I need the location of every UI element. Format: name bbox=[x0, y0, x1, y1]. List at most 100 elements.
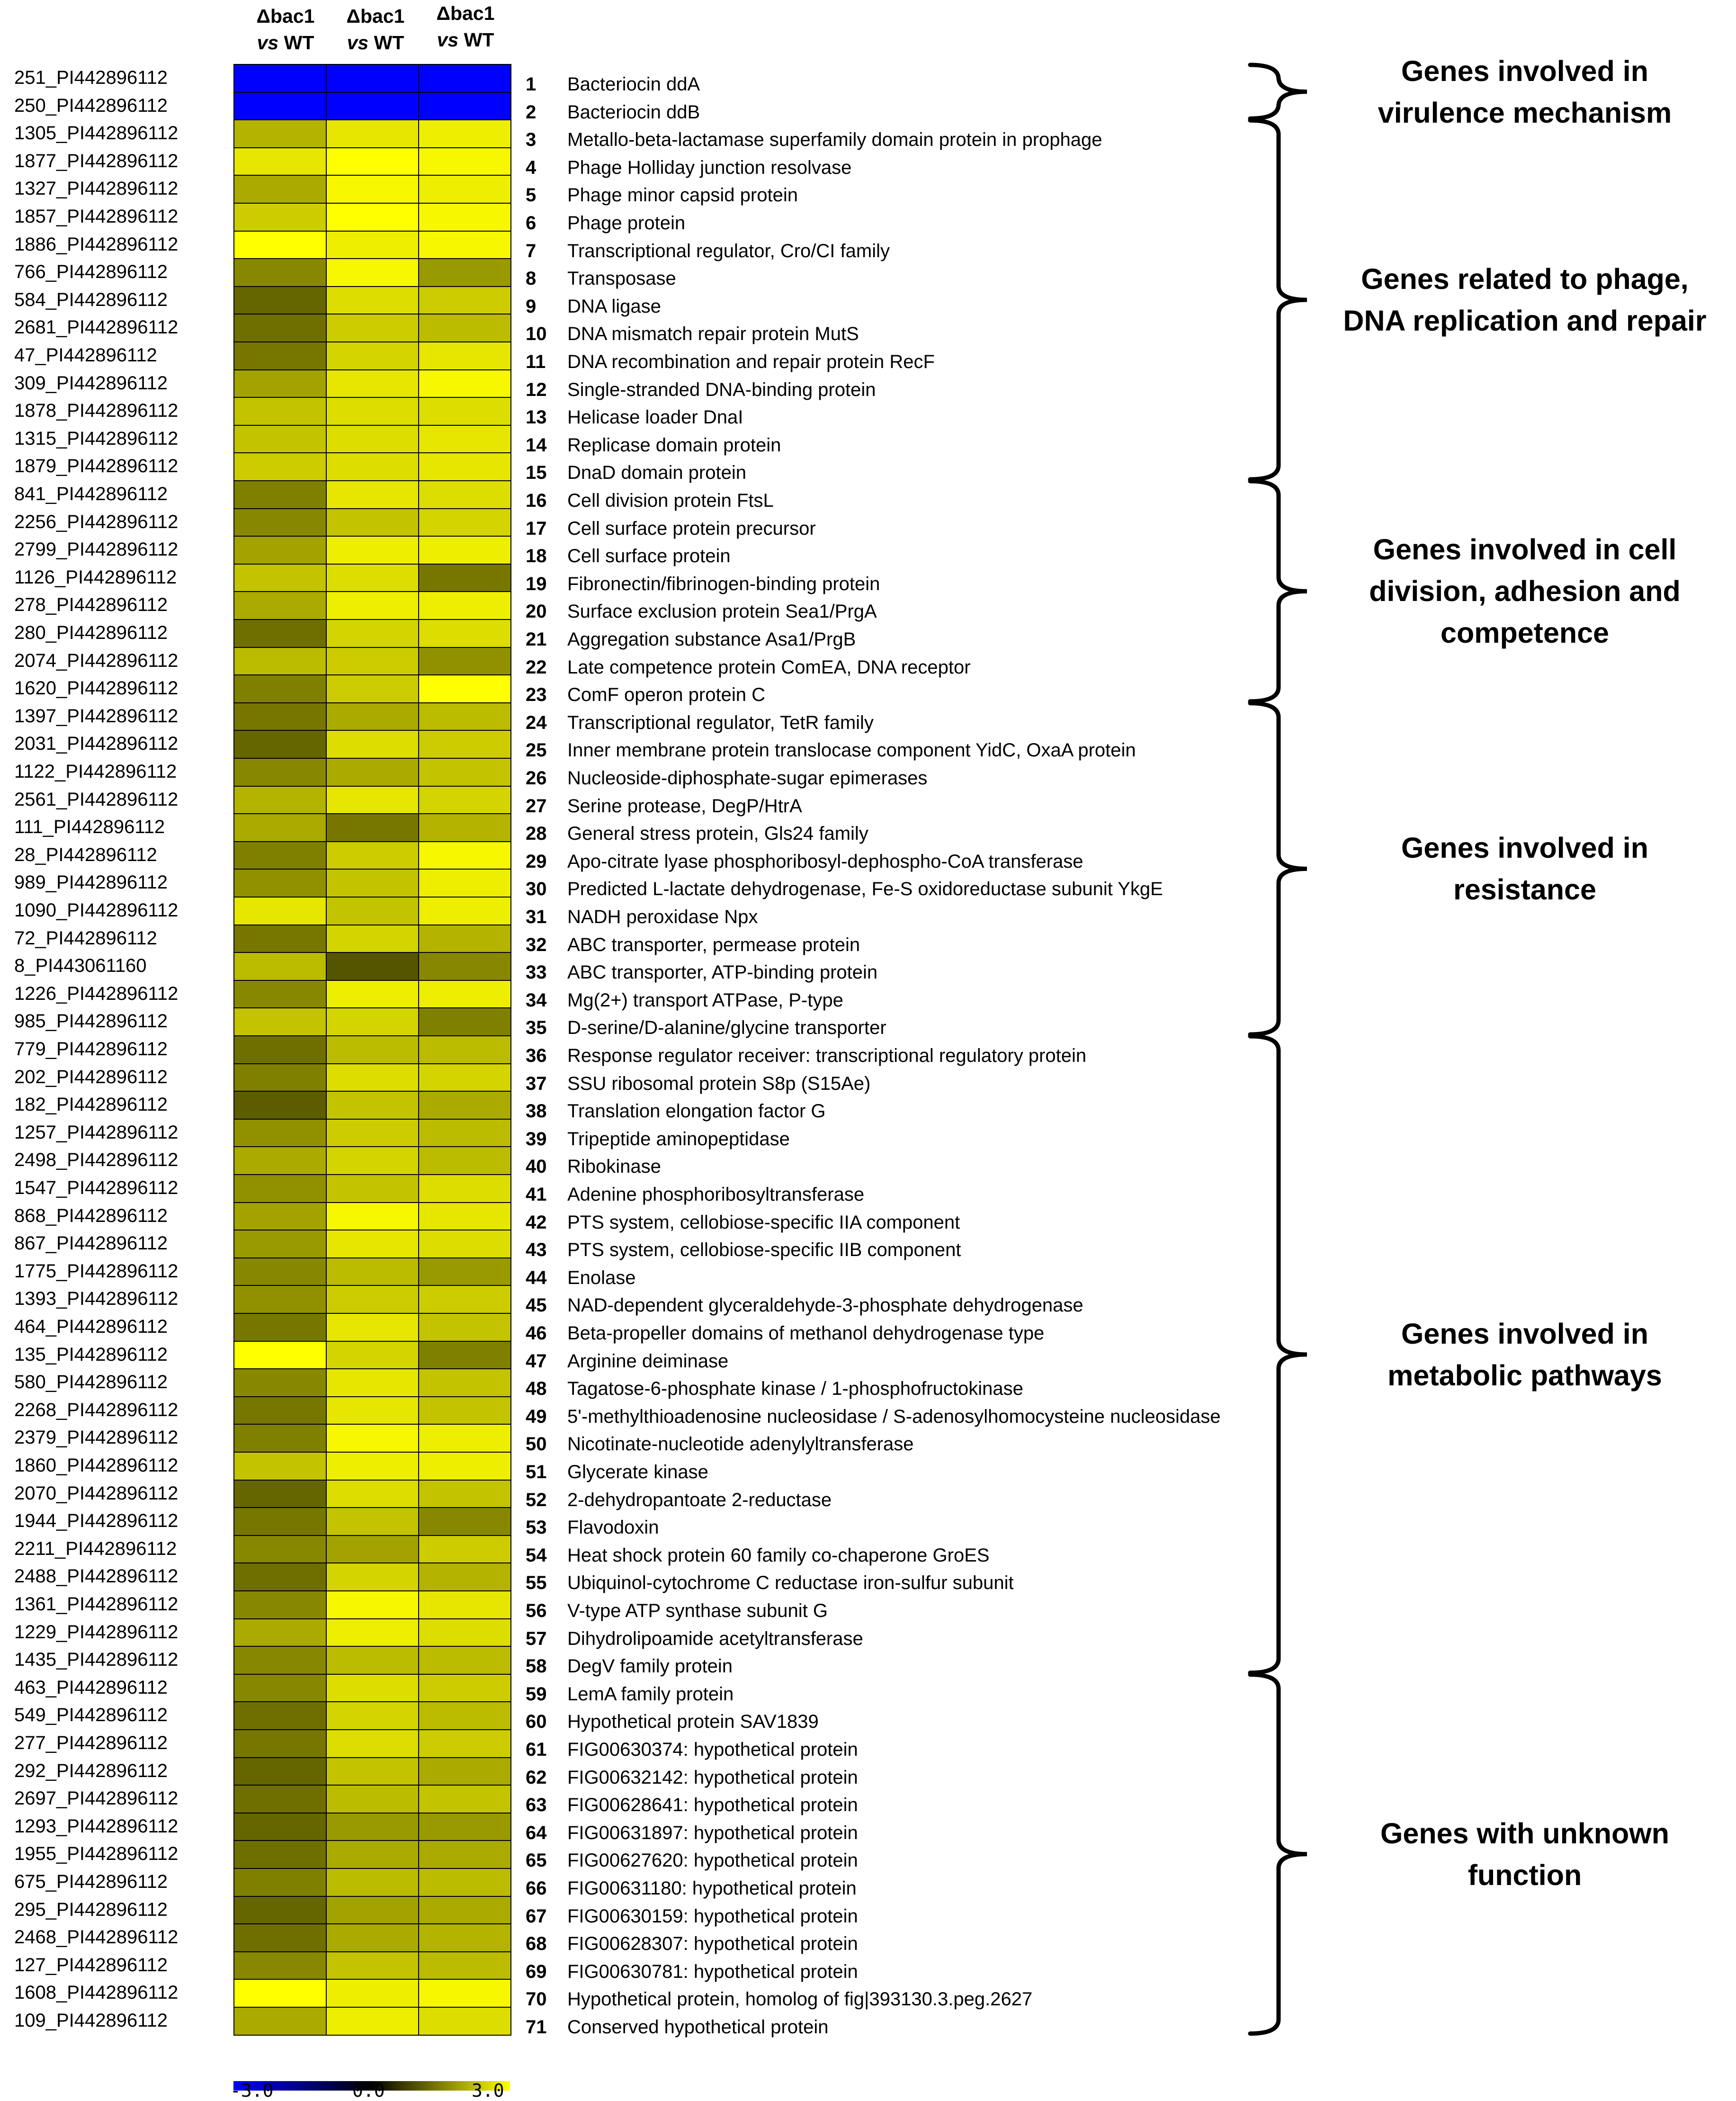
gene-description-label: Conserved hypothetical protein bbox=[567, 2017, 829, 2038]
heatmap-cell bbox=[326, 924, 419, 953]
heatmap-cell bbox=[233, 480, 327, 509]
gene-number-label: 21 bbox=[526, 629, 547, 650]
scale-mid-label: 0.0 bbox=[352, 2080, 385, 2101]
gene-id-label: 182_PI442896112 bbox=[14, 1094, 168, 1115]
gene-description-label: Single-stranded DNA-binding protein bbox=[567, 379, 876, 400]
heatmap-cell bbox=[233, 286, 327, 315]
gene-description-label: Transposase bbox=[567, 268, 676, 289]
gene-number-label: 28 bbox=[526, 823, 547, 844]
heatmap-cell bbox=[418, 1396, 511, 1425]
gene-number-label: 42 bbox=[526, 1212, 547, 1233]
heatmap-cell bbox=[326, 1562, 419, 1591]
heatmap-cell bbox=[233, 1785, 327, 1814]
heatmap-cell bbox=[326, 1424, 419, 1453]
heatmap-cell bbox=[326, 536, 419, 565]
heatmap-cell bbox=[326, 1285, 419, 1314]
gene-description-label: FIG00630781: hypothetical protein bbox=[567, 1961, 858, 1982]
gene-id-label: 1257_PI442896112 bbox=[14, 1122, 179, 1143]
gene-number-label: 10 bbox=[526, 323, 547, 345]
heatmap-cell bbox=[326, 785, 419, 815]
heatmap-cell bbox=[418, 1285, 511, 1314]
gene-number-label: 48 bbox=[526, 1378, 547, 1400]
column-header-ref: WT bbox=[464, 29, 494, 51]
gene-number-label: 26 bbox=[526, 768, 547, 789]
column-header-3: Δbac1 vs WT bbox=[421, 0, 510, 53]
heatmap-cell bbox=[418, 536, 511, 565]
gene-id-label: 2697_PI442896112 bbox=[14, 1788, 179, 1809]
heatmap-cell bbox=[233, 1951, 327, 1980]
gene-id-label: 2256_PI442896112 bbox=[14, 511, 179, 532]
heatmap-cell bbox=[326, 841, 419, 870]
gene-number-label: 24 bbox=[526, 712, 547, 733]
column-header-strain: Δbac1 bbox=[346, 5, 405, 27]
heatmap-cell bbox=[418, 258, 511, 287]
gene-number-label: 46 bbox=[526, 1323, 547, 1344]
gene-id-label: 2681_PI442896112 bbox=[14, 317, 179, 338]
gene-number-label: 16 bbox=[526, 490, 547, 511]
gene-id-label: 127_PI442896112 bbox=[14, 1954, 168, 1975]
heatmap-cell bbox=[233, 1424, 327, 1453]
heatmap-cell bbox=[233, 1257, 327, 1286]
column-header-2: Δbac1 vs WT bbox=[331, 3, 421, 56]
heatmap-cell bbox=[418, 1812, 511, 1841]
heatmap-cell bbox=[418, 147, 511, 176]
gene-id-label: 766_PI442896112 bbox=[14, 261, 168, 283]
gene-id-label: 1327_PI442896112 bbox=[14, 178, 179, 199]
column-header-vs: vs bbox=[437, 29, 459, 51]
gene-id-label: 202_PI442896112 bbox=[14, 1066, 168, 1087]
heatmap-cell bbox=[418, 64, 511, 93]
gene-number-label: 3 bbox=[526, 129, 537, 151]
heatmap-cell bbox=[418, 1230, 511, 1258]
heatmap-cell bbox=[418, 1174, 511, 1203]
gene-id-label: 2070_PI442896112 bbox=[14, 1482, 179, 1504]
heatmap-cell bbox=[418, 369, 511, 398]
group-label-line: function bbox=[1468, 1859, 1582, 1891]
heatmap-cell bbox=[233, 175, 327, 204]
heatmap-cell bbox=[418, 1729, 511, 1758]
gene-id-label: 8_PI443061160 bbox=[14, 955, 147, 977]
heatmap-cell bbox=[326, 1118, 419, 1148]
gene-number-label: 67 bbox=[526, 1905, 547, 1927]
heatmap-cell bbox=[326, 758, 419, 787]
heatmap-cell bbox=[418, 1035, 511, 1064]
heatmap-cell bbox=[233, 1618, 327, 1647]
heatmap-cell bbox=[326, 230, 419, 260]
heatmap-cell bbox=[326, 1923, 419, 1952]
gene-number-label: 40 bbox=[526, 1156, 547, 1177]
gene-description-label: ABC transporter, permease protein bbox=[567, 934, 860, 955]
gene-number-label: 20 bbox=[526, 601, 547, 622]
heatmap-cell bbox=[326, 1007, 419, 1036]
gene-id-label: 109_PI442896112 bbox=[14, 2010, 168, 2031]
gene-id-label: 2074_PI442896112 bbox=[14, 650, 179, 671]
gene-description-label: FIG00628641: hypothetical protein bbox=[567, 1795, 858, 1816]
heatmap-cell bbox=[418, 785, 511, 815]
gene-id-label: 1857_PI442896112 bbox=[14, 206, 179, 227]
heatmap-cell bbox=[418, 841, 511, 870]
heatmap-cell bbox=[418, 286, 511, 315]
heatmap-cell bbox=[326, 1091, 419, 1120]
gene-id-label: 309_PI442896112 bbox=[14, 372, 168, 394]
heatmap-cell bbox=[326, 1535, 419, 1564]
gene-description-label: SSU ribosomal protein S8p (S15Ae) bbox=[567, 1073, 871, 1094]
heatmap-cell bbox=[326, 175, 419, 204]
heatmap-cell bbox=[418, 1007, 511, 1036]
heatmap-cell bbox=[418, 1340, 511, 1370]
heatmap-cell bbox=[326, 1313, 419, 1342]
heatmap-cell bbox=[326, 1673, 419, 1703]
gene-description-label: DNA mismatch repair protein MutS bbox=[567, 323, 859, 345]
gene-description-label: 5'-methylthioadenosine nucleosidase / S-… bbox=[567, 1406, 1221, 1427]
heatmap-cell bbox=[233, 91, 327, 121]
heatmap-cell bbox=[233, 1230, 327, 1258]
gene-id-label: 1955_PI442896112 bbox=[14, 1843, 179, 1865]
gene-description-label: Ribokinase bbox=[567, 1156, 661, 1177]
heatmap-cell bbox=[418, 1923, 511, 1952]
gene-id-label: 278_PI442896112 bbox=[14, 594, 168, 616]
gene-description-label: Arginine deiminase bbox=[567, 1350, 729, 1372]
gene-number-label: 41 bbox=[526, 1184, 547, 1205]
heatmap-cell bbox=[233, 730, 327, 759]
heatmap-cell bbox=[326, 813, 419, 842]
group-label: Genes involved in virulence mechanism bbox=[1316, 50, 1733, 134]
gene-id-label: 463_PI442896112 bbox=[14, 1677, 168, 1698]
gene-number-label: 17 bbox=[526, 518, 547, 539]
